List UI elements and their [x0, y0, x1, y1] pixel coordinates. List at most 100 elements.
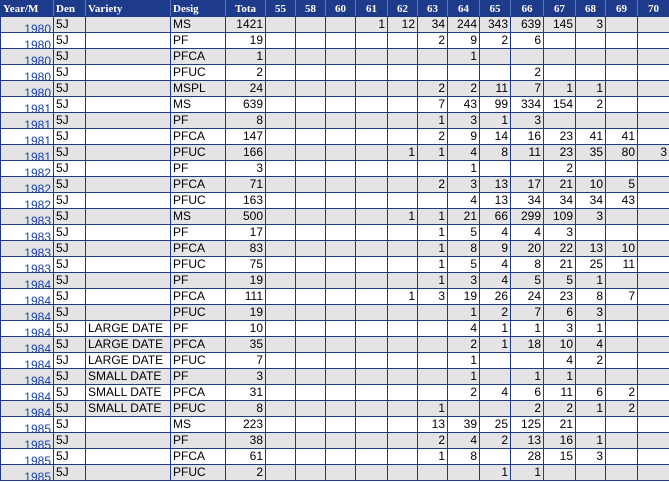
year-link[interactable]: 1983: [24, 230, 51, 241]
table-cell: 1: [447, 48, 480, 65]
year-link[interactable]: 1984: [24, 278, 51, 289]
year-link[interactable]: 1983: [24, 214, 51, 225]
table-cell: [605, 464, 638, 481]
table-cell: 8: [447, 448, 480, 465]
table-cell: PFCA: [170, 176, 226, 193]
table-cell: [510, 48, 544, 65]
year-link[interactable]: 1985: [24, 422, 51, 433]
table-cell: 34: [510, 192, 544, 209]
table-cell: [387, 224, 418, 241]
table-cell: 244: [447, 16, 480, 33]
year-link[interactable]: 1980: [24, 22, 51, 33]
column-header: Variety: [85, 0, 171, 17]
table-cell: 24: [225, 80, 266, 97]
table-cell: [85, 288, 171, 305]
table-cell: [295, 48, 326, 65]
table-row: 1981 5J PFCA 147 2 9 14 16 23 41 41: [0, 128, 669, 145]
table-cell: [575, 64, 606, 81]
table-cell: 5: [447, 224, 480, 241]
table-cell: [295, 384, 326, 401]
year-link[interactable]: 1984: [24, 326, 51, 337]
table-row: 1983 5J PF 17 1 5 4 4 3: [0, 224, 669, 241]
table-cell: 2: [479, 432, 511, 449]
year-link[interactable]: 1981: [24, 134, 51, 145]
table-row: 1982 5J PF 3 1 2: [0, 160, 669, 177]
table-cell: 13: [417, 416, 448, 433]
table-cell: 9: [447, 32, 480, 49]
table-cell: 66: [479, 208, 511, 225]
table-cell: 1: [447, 352, 480, 369]
table-row: 1984 5J LARGE DATE PF 10 4 1 1 3 1: [0, 320, 669, 337]
table-cell: 2: [479, 304, 511, 321]
table-cell: 147: [225, 128, 266, 145]
year-link[interactable]: 1984: [24, 310, 51, 321]
year-link[interactable]: 1980: [24, 70, 51, 81]
table-cell: [85, 304, 171, 321]
year-link[interactable]: 1984: [24, 390, 51, 401]
table-cell: 1981: [0, 144, 54, 161]
year-link[interactable]: 1985: [24, 454, 51, 465]
year-link[interactable]: 1983: [24, 262, 51, 273]
table-cell: 5J: [53, 256, 86, 273]
table-cell: 34: [543, 192, 576, 209]
table-cell: [637, 352, 669, 369]
table-cell: [355, 96, 388, 113]
year-link[interactable]: 1981: [24, 118, 51, 129]
table-cell: 500: [225, 208, 266, 225]
table-cell: [479, 448, 511, 465]
year-link[interactable]: 1981: [24, 150, 51, 161]
table-cell: 1985: [0, 432, 54, 449]
table-cell: 639: [510, 16, 544, 33]
year-link[interactable]: 1980: [24, 86, 51, 97]
year-link[interactable]: 1985: [24, 438, 51, 449]
year-link[interactable]: 1984: [24, 294, 51, 305]
year-link[interactable]: 1984: [24, 342, 51, 353]
table-row: 1984 5J SMALL DATE PF 3 1 1 1: [0, 368, 669, 385]
year-link[interactable]: 1983: [24, 246, 51, 257]
table-cell: [85, 208, 171, 225]
table-cell: 1: [355, 16, 388, 33]
table-cell: LARGE DATE: [85, 352, 171, 369]
table-cell: 1985: [0, 464, 54, 481]
table-cell: MS: [170, 16, 226, 33]
table-cell: [265, 272, 296, 289]
table-cell: MS: [170, 96, 226, 113]
table-cell: [265, 368, 296, 385]
table-cell: [325, 352, 356, 369]
table-cell: [605, 112, 638, 129]
table-cell: [637, 160, 669, 177]
table-cell: PF: [170, 32, 226, 49]
year-link[interactable]: 1981: [24, 102, 51, 113]
table-cell: 38: [225, 432, 266, 449]
year-link[interactable]: 1984: [24, 374, 51, 385]
table-cell: [355, 400, 388, 417]
table-cell: [605, 96, 638, 113]
table-cell: 83: [225, 240, 266, 257]
year-link[interactable]: 1982: [24, 182, 51, 193]
table-cell: 1981: [0, 96, 54, 113]
table-cell: [637, 432, 669, 449]
year-link[interactable]: 1982: [24, 198, 51, 209]
year-link[interactable]: 1985: [24, 470, 51, 481]
year-link[interactable]: 1984: [24, 358, 51, 369]
year-link[interactable]: 1982: [24, 166, 51, 177]
table-cell: 2: [510, 400, 544, 417]
year-link[interactable]: 1980: [24, 54, 51, 65]
table-cell: 15: [543, 448, 576, 465]
table-cell: PFUC: [170, 144, 226, 161]
table-cell: [85, 272, 171, 289]
table-cell: [355, 464, 388, 481]
table-cell: 1982: [0, 176, 54, 193]
table-cell: 1984: [0, 400, 54, 417]
table-cell: [265, 64, 296, 81]
table-cell: [85, 240, 171, 257]
table-cell: [325, 64, 356, 81]
year-link[interactable]: 1984: [24, 406, 51, 417]
table-row: 1984 5J LARGE DATE PFCA 35 2 1 18 10 4: [0, 336, 669, 353]
table-cell: 21: [543, 256, 576, 273]
table-cell: 43: [605, 192, 638, 209]
table-cell: [85, 416, 171, 433]
year-link[interactable]: 1980: [24, 38, 51, 49]
table-cell: [575, 112, 606, 129]
table-cell: 7: [510, 304, 544, 321]
